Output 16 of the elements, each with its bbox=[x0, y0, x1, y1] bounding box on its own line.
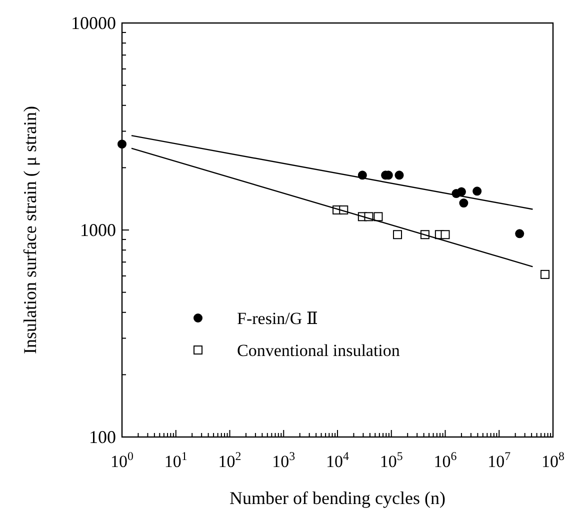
x-tick-label: 10$^{4}$ bbox=[326, 449, 350, 471]
legend-label: Conventional insulation bbox=[237, 341, 400, 360]
y-tick-label: 100 bbox=[89, 427, 116, 447]
x-tick-label: 10$^{1}$ bbox=[164, 449, 188, 471]
x-tick-label: 10$^{7}$ bbox=[488, 449, 511, 471]
x-tick-label: 10$^{3}$ bbox=[272, 449, 296, 471]
x-axis-title: Number of bending cycles (n) bbox=[230, 488, 446, 508]
x-tick-label: 10$^{5}$ bbox=[380, 449, 403, 471]
y-tick-label: 1000 bbox=[80, 220, 116, 240]
x-tick-label: 10$^{8}$ bbox=[542, 449, 565, 471]
x-tick-label: 10$^{2}$ bbox=[218, 449, 242, 471]
x-tick-label: 10$^{0}$ bbox=[110, 449, 134, 471]
y-axis-title: Insulation surface strain ( μ strain) bbox=[20, 106, 40, 354]
x-tick-label: 10$^{6}$ bbox=[434, 449, 457, 471]
y-tick-label: 10000 bbox=[71, 13, 116, 33]
legend-label: F-resin/G Ⅱ bbox=[237, 309, 318, 328]
